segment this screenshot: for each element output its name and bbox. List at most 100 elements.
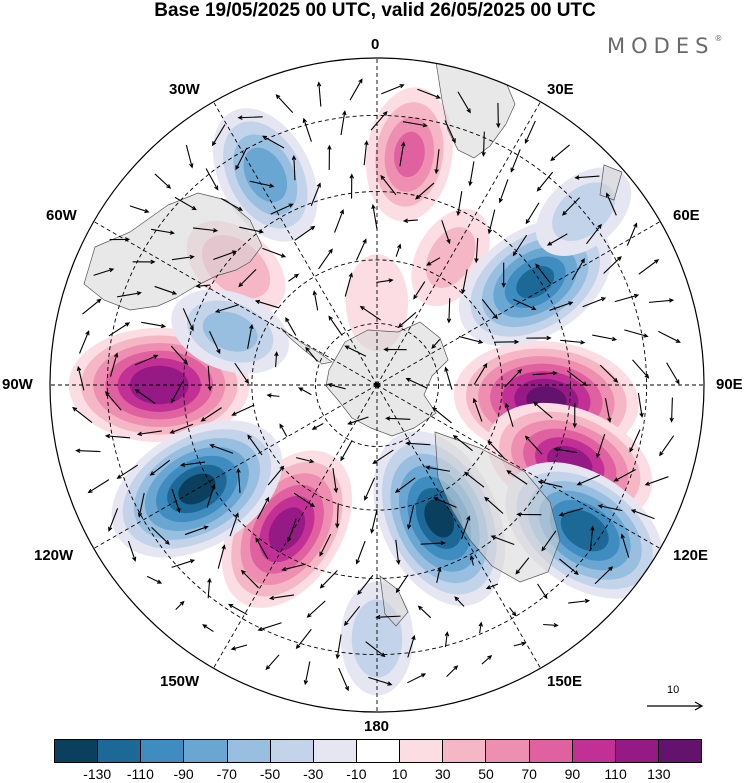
wind-arrow bbox=[202, 624, 214, 633]
wind-arrow bbox=[254, 299, 280, 309]
wind-arrow bbox=[395, 539, 401, 565]
wind-arrow bbox=[487, 440, 506, 460]
wind-arrow bbox=[481, 131, 486, 157]
wind-arrow bbox=[568, 598, 591, 604]
meridian-line bbox=[376, 101, 541, 386]
wind-arrow bbox=[383, 347, 407, 352]
colorbar-swatch bbox=[529, 740, 573, 762]
wind-arrow bbox=[561, 197, 580, 216]
wind-arrow bbox=[104, 390, 122, 411]
wind-arrow bbox=[76, 365, 85, 391]
wind-arrow bbox=[327, 144, 332, 170]
wind-arrow bbox=[261, 135, 285, 149]
negative-anomaly-contour bbox=[202, 311, 258, 352]
wind-arrow bbox=[496, 102, 501, 129]
wind-arrow bbox=[305, 346, 318, 362]
wind-arrow bbox=[200, 407, 222, 422]
wind-arrow bbox=[257, 622, 282, 632]
wind-arrow bbox=[658, 330, 681, 343]
negative-anomaly-contour bbox=[560, 509, 609, 552]
wind-arrow bbox=[405, 377, 428, 389]
wind-arrow bbox=[474, 237, 479, 264]
latitude-circle bbox=[183, 191, 571, 579]
wind-arrow bbox=[509, 607, 517, 617]
wind-arrow bbox=[359, 305, 381, 321]
wind-arrow bbox=[630, 509, 655, 520]
wind-arrow bbox=[512, 234, 528, 257]
wind-arrow bbox=[620, 533, 630, 558]
wind-arrow bbox=[239, 226, 264, 234]
wind-arrow bbox=[275, 94, 294, 113]
wind-vectors bbox=[72, 78, 681, 692]
wind-arrow bbox=[395, 574, 409, 594]
label-120e: 120E bbox=[673, 547, 709, 564]
wind-arrow bbox=[558, 507, 583, 517]
colorbar-swatch bbox=[141, 740, 185, 762]
wind-arrow bbox=[184, 525, 209, 536]
wind-arrow bbox=[237, 115, 263, 120]
wind-arrow bbox=[302, 117, 312, 142]
map-border bbox=[49, 57, 705, 713]
wind-arrow bbox=[572, 402, 577, 429]
wind-arrow bbox=[134, 388, 156, 404]
colorbar-swatch bbox=[55, 740, 99, 762]
wind-arrow bbox=[594, 566, 614, 585]
wind-arrow bbox=[371, 203, 378, 229]
wind-arrow bbox=[82, 298, 102, 315]
wind-arrow bbox=[533, 401, 553, 419]
wind-arrow bbox=[596, 434, 606, 459]
wind-arrow bbox=[357, 574, 374, 596]
wind-arrow bbox=[285, 317, 297, 336]
wind-arrow bbox=[207, 577, 212, 599]
colorbar-label: -90 bbox=[173, 766, 194, 782]
modes-logo: MODES® bbox=[607, 34, 722, 58]
label-30e: 30E bbox=[547, 81, 574, 98]
wind-arrow bbox=[434, 149, 440, 175]
wind-arrow bbox=[490, 535, 515, 546]
wind-arrow bbox=[179, 461, 206, 468]
label-90e: 90E bbox=[716, 376, 743, 393]
wind-arrow bbox=[549, 301, 574, 311]
wind-arrow bbox=[406, 504, 415, 530]
colorbar-swatch bbox=[98, 740, 142, 762]
colorbar-label: 110 bbox=[604, 766, 627, 782]
wind-arrow bbox=[344, 345, 367, 357]
south-pole-marker bbox=[374, 382, 380, 388]
wind-arrow bbox=[287, 518, 297, 543]
wind-arrow bbox=[154, 285, 178, 295]
wind-arrow bbox=[154, 173, 172, 189]
wind-arrow bbox=[604, 397, 612, 423]
wind-arrow bbox=[171, 488, 181, 514]
wind-arrow bbox=[370, 110, 388, 131]
wind-arrow bbox=[484, 496, 504, 514]
wind-arrow bbox=[372, 449, 394, 465]
wind-arrow bbox=[376, 278, 394, 283]
wind-arrow bbox=[457, 91, 471, 114]
wind-arrow bbox=[441, 220, 451, 245]
wind-arrow bbox=[454, 596, 465, 607]
wind-arrow bbox=[481, 298, 498, 320]
label-150w: 150W bbox=[160, 673, 200, 690]
wind-arrow bbox=[394, 477, 416, 493]
wind-arrow bbox=[247, 323, 254, 349]
wind-arrow bbox=[550, 144, 570, 162]
wind-arrow bbox=[407, 634, 416, 658]
wind-arrow bbox=[397, 312, 417, 328]
colorbar-swatch bbox=[270, 740, 314, 762]
negative-anomaly-contour bbox=[424, 499, 455, 538]
wind-arrow bbox=[638, 259, 660, 275]
colorbar bbox=[54, 739, 702, 763]
wind-arrow bbox=[255, 537, 269, 560]
colorbar-label: 130 bbox=[647, 766, 671, 782]
wind-arrow bbox=[560, 339, 586, 345]
wind-arrow bbox=[175, 600, 185, 611]
positive-anomaly-contour bbox=[268, 507, 306, 551]
wind-arrow bbox=[149, 459, 171, 476]
wind-arrow bbox=[417, 88, 441, 99]
wind-arrow bbox=[335, 503, 340, 529]
wind-arrow bbox=[586, 223, 602, 245]
wind-arrow bbox=[363, 140, 369, 166]
wind-arrow bbox=[402, 218, 419, 224]
colorbar-swatch bbox=[356, 740, 401, 762]
wind-arrow bbox=[211, 124, 226, 147]
